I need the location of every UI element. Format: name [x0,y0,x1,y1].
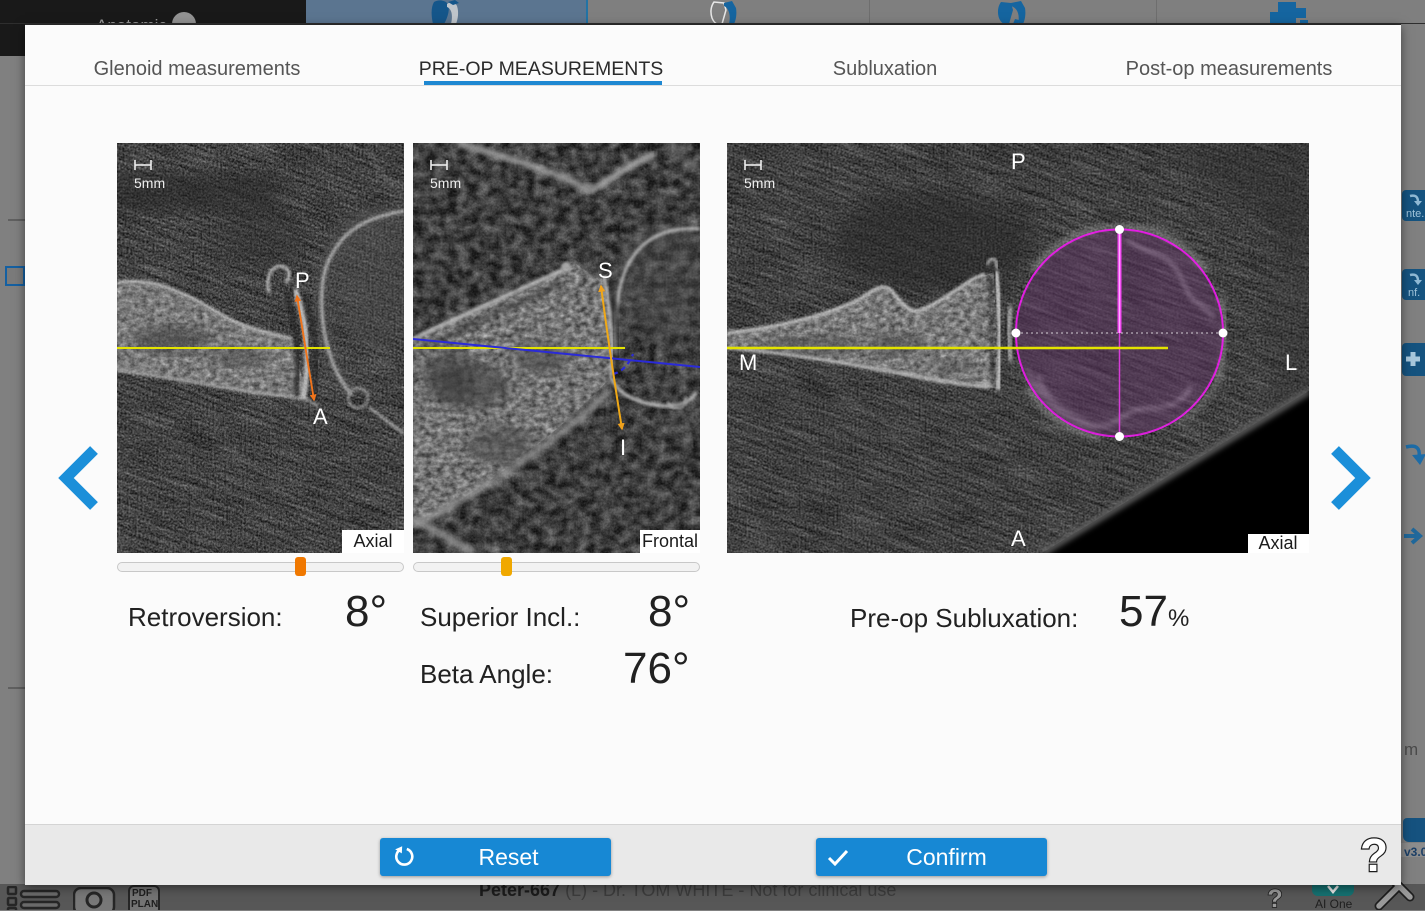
svg-text:I: I [620,435,626,460]
svg-text:?: ? [1267,886,1282,910]
svg-text:5mm: 5mm [134,175,165,191]
svg-text:P: P [295,268,310,293]
svg-text:5mm: 5mm [744,175,775,191]
svg-text:PDF: PDF [132,888,152,899]
svg-text:L: L [1285,350,1297,375]
svg-text:A: A [1011,526,1026,551]
svg-text:P: P [1011,149,1026,174]
svg-text:?: ? [1360,831,1388,881]
svg-text:Axial: Axial [353,531,392,551]
svg-text:5mm: 5mm [430,175,461,191]
svg-text:PLAN: PLAN [131,899,158,910]
svg-text:M: M [739,350,757,375]
svg-text:S: S [598,258,613,283]
svg-text:A: A [313,404,328,429]
svg-text:nte.: nte. [1406,208,1424,220]
svg-text:Axial: Axial [1258,533,1297,553]
svg-text:nf.: nf. [1408,287,1420,299]
svg-text:Frontal: Frontal [642,531,698,551]
